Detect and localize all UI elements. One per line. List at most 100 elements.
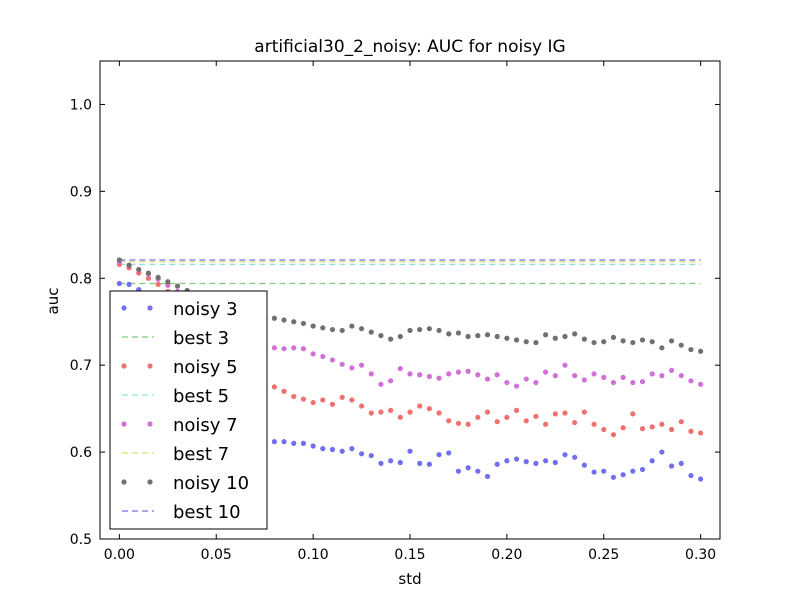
data-point xyxy=(436,410,442,416)
data-point xyxy=(271,384,277,390)
data-point xyxy=(455,468,462,474)
data-point xyxy=(145,270,152,276)
data-point xyxy=(339,361,345,367)
legend-item-best-3: best 3 xyxy=(122,328,229,349)
data-point xyxy=(378,409,384,415)
data-point xyxy=(552,459,558,466)
data-point xyxy=(562,333,568,340)
data-point xyxy=(620,374,626,380)
data-point xyxy=(649,371,655,377)
legend-label: noisy 3 xyxy=(173,299,238,320)
data-point xyxy=(649,458,655,464)
data-point xyxy=(494,372,500,378)
legend-box xyxy=(109,290,268,530)
data-point xyxy=(271,315,277,321)
data-point xyxy=(358,362,365,368)
data-point xyxy=(572,373,578,379)
data-point xyxy=(368,410,374,416)
data-point xyxy=(145,275,152,281)
data-point xyxy=(591,469,597,475)
legend-label: noisy 5 xyxy=(173,357,238,378)
legend-item-best-7: best 7 xyxy=(122,444,229,465)
data-point xyxy=(572,331,578,337)
data-point xyxy=(407,327,413,334)
data-point xyxy=(639,426,646,432)
data-point xyxy=(368,371,374,377)
data-point xyxy=(465,465,471,471)
data-point xyxy=(678,419,684,425)
data-point xyxy=(601,468,607,474)
data-point xyxy=(436,327,442,334)
data-point xyxy=(533,339,539,346)
data-point xyxy=(543,332,549,338)
data-point xyxy=(523,339,529,345)
legend-label: best 10 xyxy=(173,502,241,523)
data-point xyxy=(271,439,277,445)
data-point xyxy=(668,426,675,433)
data-point xyxy=(668,367,675,373)
data-point xyxy=(581,462,587,468)
data-point xyxy=(155,281,161,287)
data-point xyxy=(397,459,403,466)
data-point xyxy=(358,326,365,332)
data-point xyxy=(155,274,161,281)
data-point xyxy=(630,379,636,386)
data-point xyxy=(397,333,403,340)
data-point xyxy=(426,461,432,467)
data-point xyxy=(339,327,345,334)
data-point xyxy=(601,426,607,433)
data-point xyxy=(358,403,365,409)
data-point xyxy=(329,401,336,407)
data-point xyxy=(562,362,568,368)
data-point xyxy=(591,421,597,427)
data-point xyxy=(417,403,423,409)
data-point xyxy=(436,375,442,381)
legend-item-noisy-5: noisy 5 xyxy=(121,357,238,378)
data-point xyxy=(136,266,142,273)
legend-label: noisy 10 xyxy=(173,473,249,494)
data-point xyxy=(426,326,432,332)
data-point xyxy=(378,381,384,387)
data-point xyxy=(378,460,384,466)
legend-item-best-10: best 10 xyxy=(122,502,241,523)
data-point xyxy=(426,406,432,412)
data-point xyxy=(484,332,491,338)
data-point xyxy=(455,369,462,375)
data-point xyxy=(543,458,549,464)
data-point xyxy=(513,456,520,462)
data-point xyxy=(320,397,326,403)
data-point xyxy=(126,262,132,268)
x-tick-label: 0.00 xyxy=(104,547,135,563)
data-point xyxy=(620,338,626,344)
data-point xyxy=(659,421,665,427)
data-point xyxy=(659,449,665,455)
data-point xyxy=(523,376,529,382)
data-point xyxy=(397,366,403,372)
data-point xyxy=(446,331,452,337)
data-point xyxy=(504,458,510,464)
legend-label: noisy 7 xyxy=(173,415,238,436)
data-point xyxy=(668,463,675,469)
data-point xyxy=(552,373,558,379)
legend-marker xyxy=(121,421,127,427)
data-point xyxy=(349,365,355,371)
data-point xyxy=(494,461,500,467)
data-point xyxy=(562,410,568,416)
data-point xyxy=(291,319,297,325)
data-point xyxy=(291,345,297,351)
data-point xyxy=(484,409,491,415)
data-point xyxy=(591,371,597,377)
data-point xyxy=(678,373,684,379)
data-point xyxy=(610,334,617,340)
data-point xyxy=(610,474,617,480)
data-point xyxy=(417,372,423,378)
data-point xyxy=(630,411,636,417)
x-tick-label: 0.05 xyxy=(201,547,232,563)
legend-marker xyxy=(121,305,127,311)
data-point xyxy=(339,394,345,400)
data-point xyxy=(494,333,500,340)
data-point xyxy=(455,420,462,427)
data-point xyxy=(320,353,326,360)
data-point xyxy=(291,393,297,400)
data-point xyxy=(639,466,646,473)
